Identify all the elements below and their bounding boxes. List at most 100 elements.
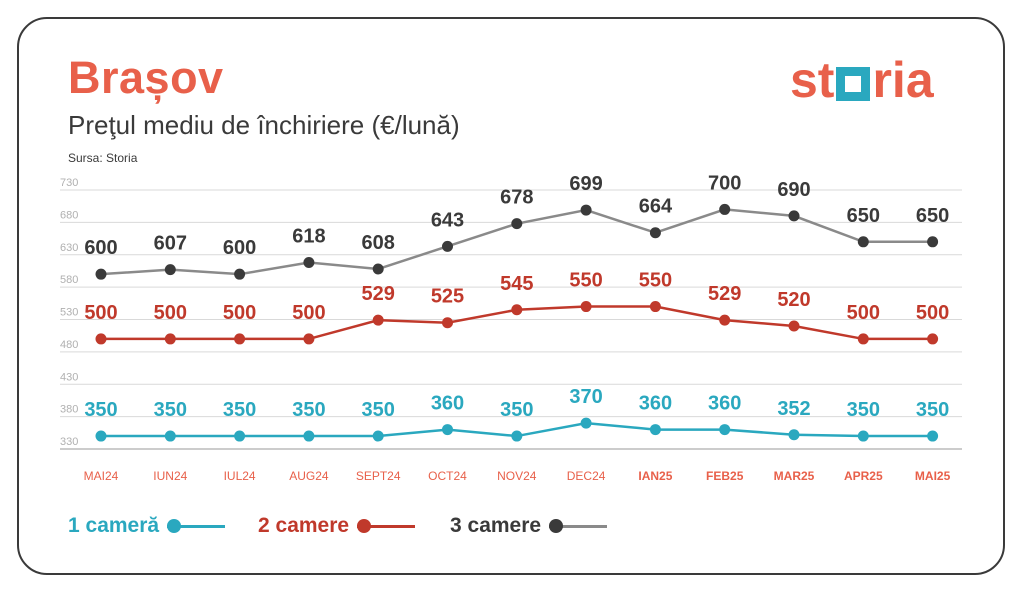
data-point-3-camere [719,203,731,215]
data-label-3-camere: 690 [777,179,810,201]
x-tick-label: SEPT24 [356,469,401,483]
data-label-1-camera: 360 [708,393,741,415]
data-point-3-camere [580,204,592,216]
data-point-1-camera [234,430,246,442]
data-label-2-camere: 500 [84,302,117,324]
data-label-1-camera: 350 [154,399,187,421]
data-label-3-camere: 608 [362,232,395,254]
data-label-3-camere: 607 [154,233,187,255]
data-label-3-camere: 600 [84,237,117,259]
x-tick-label: IUN24 [153,469,187,483]
data-label-1-camera: 350 [916,399,949,421]
data-point-2-camere [511,304,523,316]
data-point-3-camere [927,236,939,248]
data-label-3-camere: 618 [292,226,325,248]
data-point-1-camera [788,429,800,441]
data-point-1-camera [164,430,176,442]
data-point-3-camere [234,268,246,280]
data-point-2-camere [719,314,731,326]
data-label-1-camera: 360 [639,393,672,415]
data-point-1-camera [303,430,315,442]
data-point-1-camera [857,430,869,442]
y-tick-label: 430 [60,371,78,383]
data-label-2-camere: 525 [431,286,464,308]
x-tick-label: NOV24 [497,469,537,483]
logo-square-icon [836,67,871,101]
data-point-1-camera [511,430,523,442]
storia-logo: st ria [790,50,934,110]
data-point-2-camere [372,314,384,326]
y-tick-label: 530 [60,307,78,319]
data-label-2-camere: 529 [362,283,395,305]
y-tick-label: 630 [60,242,78,254]
data-label-3-camere: 699 [569,173,602,195]
legend-swatch-3-camere [549,519,608,533]
chart-card [17,17,1005,575]
data-label-1-camera: 370 [569,386,602,408]
data-label-3-camere: 700 [708,172,741,194]
data-point-1-camera [442,424,453,436]
legend-label-3-camere: 3 camere [450,514,542,537]
x-tick-label: DEC24 [567,469,606,483]
data-label-1-camera: 350 [847,399,880,421]
data-point-3-camere [372,263,384,275]
data-point-2-camere [95,333,107,345]
data-point-2-camere [580,301,592,313]
logo-text-start: st [790,52,835,108]
data-point-1-camera [719,424,731,436]
x-tick-label: MAI25 [915,469,951,483]
x-tick-label: APR25 [844,469,883,483]
data-label-1-camera: 350 [292,399,325,421]
logo-text-end: ria [872,52,934,108]
data-point-3-camere [649,227,661,239]
data-label-3-camere: 664 [639,196,673,218]
legend-swatch-2-camere [357,519,416,533]
y-tick-label: 580 [60,274,78,286]
y-tick-label: 480 [60,339,78,351]
x-tick-label: AUG24 [289,469,329,483]
data-label-2-camere: 500 [223,302,256,324]
data-label-2-camere: 545 [500,273,533,295]
data-point-3-camere [95,268,107,280]
legend-item-2-camere: 2 camere [258,513,416,539]
data-point-3-camere [303,257,315,269]
x-tick-label: MAI24 [84,469,119,483]
data-label-1-camera: 350 [84,399,117,421]
legend-label-2-camere: 2 camere [258,514,350,537]
data-label-2-camere: 500 [847,302,880,324]
data-point-2-camere [927,333,939,345]
legend-item-1-camera: 1 cameră [68,513,226,539]
data-point-1-camera [649,424,661,436]
legend-label-1-camera: 1 cameră [68,514,160,537]
data-label-2-camere: 500 [292,302,325,324]
data-point-2-camere [649,301,661,313]
data-point-2-camere [442,317,453,329]
data-label-3-camere: 678 [500,187,533,209]
x-tick-label: MAR25 [774,469,815,483]
data-label-3-camere: 650 [916,205,949,227]
chart-subtitle: Preţul mediu de închiriere (€/lună) [68,110,460,140]
data-point-3-camere [442,240,453,252]
data-label-1-camera: 350 [362,399,395,421]
data-label-2-camere: 520 [777,289,810,311]
data-point-3-camere [164,264,176,276]
data-point-1-camera [372,430,384,442]
data-point-1-camera [580,417,592,429]
data-label-3-camere: 650 [847,205,880,227]
data-point-3-camere [511,218,523,230]
data-point-2-camere [857,333,869,345]
data-point-2-camere [788,320,800,332]
data-point-3-camere [857,236,869,248]
data-point-2-camere [303,333,315,345]
legend-swatch-1-camera [167,519,226,533]
x-tick-label: IAN25 [638,469,672,483]
x-tick-label: OCT24 [428,469,467,483]
data-point-1-camera [927,430,939,442]
data-label-2-camere: 500 [154,302,187,324]
data-label-1-camera: 350 [500,399,533,421]
data-label-1-camera: 350 [223,399,256,421]
y-tick-label: 730 [60,177,78,189]
data-point-1-camera [95,430,107,442]
chart-city-title: Brașov [68,52,224,103]
